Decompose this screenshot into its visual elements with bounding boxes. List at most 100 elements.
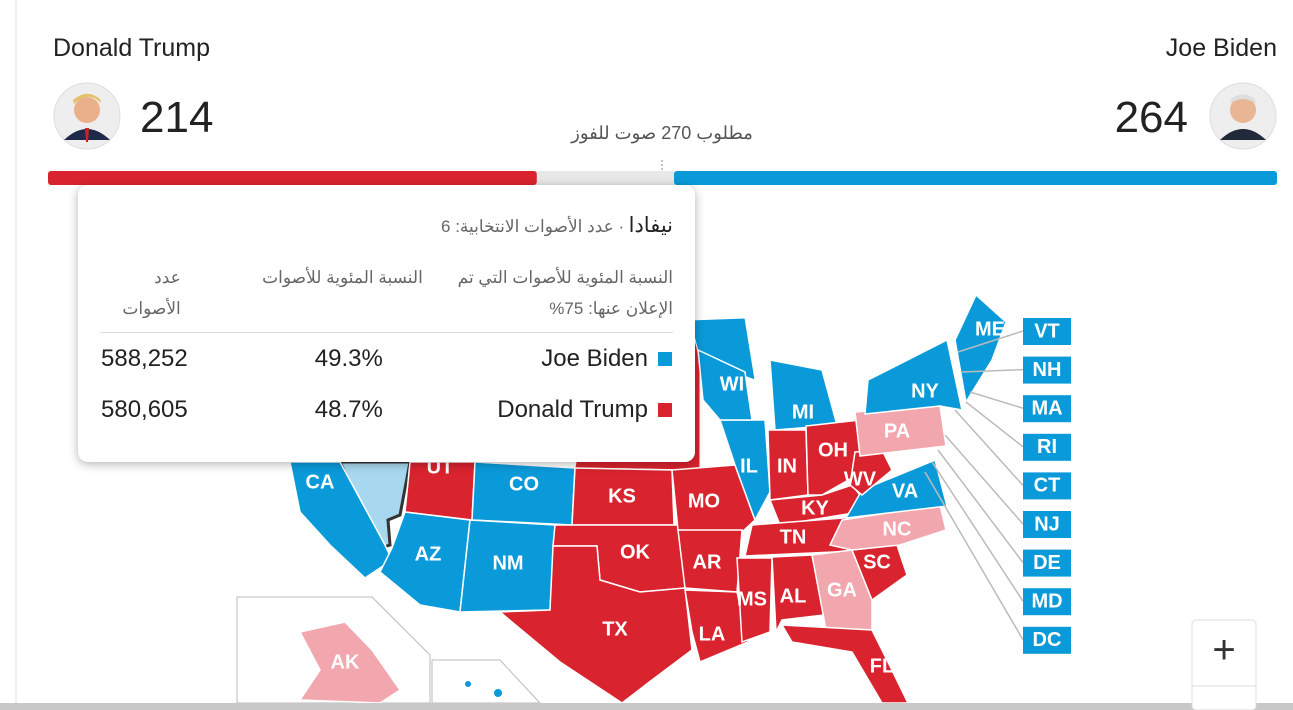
state[interactable]: IL (718, 419, 771, 522)
state[interactable]: LA (684, 589, 749, 664)
vote-bar (48, 171, 537, 185)
state-label: LA (699, 623, 726, 645)
state[interactable]: CA (289, 461, 393, 579)
state-shape (864, 338, 963, 415)
state[interactable]: UT (404, 456, 476, 521)
state-label: VA (892, 480, 918, 502)
state-label: TX (602, 618, 628, 640)
small-state-box (1023, 588, 1071, 616)
leader-line (937, 449, 1024, 564)
state[interactable]: PA (854, 405, 947, 457)
state-label: OH (818, 439, 848, 461)
small-state-box (1023, 395, 1071, 423)
state[interactable]: MS (736, 557, 773, 644)
small-state-box (1023, 433, 1071, 461)
state[interactable]: AL (771, 554, 825, 635)
state-label: OK (620, 541, 651, 563)
state-label: WI (720, 373, 744, 395)
state[interactable]: NC (828, 504, 947, 551)
state-label: NY (911, 380, 939, 402)
state-shape (498, 545, 693, 704)
hawaii (494, 689, 502, 697)
small-state-box (1023, 511, 1071, 538)
state-label: MI (792, 401, 814, 423)
state-label: IL (740, 455, 758, 477)
state-shape (844, 458, 948, 519)
small-state-box (1023, 472, 1071, 500)
small-state-box (1023, 626, 1071, 654)
state-label: CT (1034, 475, 1061, 497)
avatar (53, 82, 121, 150)
alaska-box (236, 596, 431, 704)
state-label: VT (1034, 320, 1060, 342)
small-state-box (1023, 318, 1071, 345)
state[interactable]: MO (671, 464, 756, 533)
state-label: MD (1031, 590, 1062, 612)
state-label: ME (975, 318, 1005, 340)
leader-line (924, 471, 1024, 641)
state[interactable]: KS (571, 467, 675, 526)
state[interactable]: AK (298, 621, 402, 704)
state-label: NM (492, 552, 523, 574)
results-table: النسبة المئوية للأصوات التي تم الإعلان ع… (100, 262, 673, 435)
state-shape (771, 554, 825, 635)
state-label: GA (827, 579, 857, 601)
state-label: MO (688, 490, 720, 512)
state-label: CO (509, 473, 539, 495)
state[interactable]: WI (697, 348, 753, 421)
state[interactable]: VA (844, 458, 948, 519)
state[interactable]: FL (780, 624, 910, 704)
state-label: CA (306, 471, 335, 493)
state-label: FL (870, 655, 894, 677)
electoral-votes: · عدد الأصوات الانتخابية: 6 (441, 217, 625, 236)
leader-line (961, 368, 1024, 373)
state[interactable]: NM (459, 519, 556, 613)
state-shape (954, 293, 1007, 405)
state-label: NH (1033, 359, 1062, 381)
state[interactable]: KY (768, 484, 874, 526)
state[interactable]: MI (769, 359, 838, 431)
hawaii (465, 681, 471, 687)
state-label: IN (777, 455, 797, 477)
state[interactable]: ME (954, 293, 1007, 405)
state-label: RI (1037, 436, 1057, 458)
state[interactable]: CO (471, 461, 576, 526)
tooltip: نيفادا · عدد الأصوات الانتخابية: 6 النسب… (78, 185, 695, 462)
percent: 49.3% (314, 344, 383, 372)
percent: 48.7% (314, 395, 383, 423)
vote-bar (674, 171, 1277, 185)
state-label: AZ (415, 543, 442, 565)
state-label: DE (1033, 552, 1061, 574)
state[interactable]: TX (498, 545, 693, 704)
votes: 580,605 (101, 395, 188, 423)
state-shape (298, 621, 402, 704)
state[interactable]: AZ (379, 511, 471, 613)
state-label: NJ (1034, 513, 1060, 535)
state-shape (718, 419, 771, 522)
leader-line (944, 434, 1024, 525)
result-row: Donald Trump 48.7% 580,605 (100, 384, 673, 435)
state-name: نيفادا (628, 214, 673, 237)
state-label: MS (737, 588, 767, 610)
state-label: NC (883, 518, 912, 540)
votes: 588,252 (101, 344, 188, 372)
state-label: PA (884, 420, 910, 442)
state[interactable]: AR (677, 529, 743, 593)
candidate-name: Donald Trump (53, 34, 210, 62)
party-swatch (658, 403, 672, 418)
candidate-votes: 264 (1115, 93, 1188, 142)
state-label: KS (608, 485, 636, 507)
state[interactable]: NY (864, 338, 963, 415)
state-label: KY (801, 497, 829, 519)
state-label: AL (780, 585, 807, 607)
state-label: AR (693, 551, 722, 573)
zoom-button[interactable]: + (1191, 619, 1257, 710)
state[interactable]: IN (767, 429, 809, 501)
avatar (1209, 82, 1277, 150)
zoom-in[interactable]: + (1212, 628, 1235, 672)
state-label: DC (1033, 629, 1062, 651)
column-header: عدد الأصوات (100, 262, 189, 333)
state-label: TN (780, 526, 807, 548)
state-shape (289, 461, 393, 579)
state[interactable]: GA (811, 549, 873, 631)
